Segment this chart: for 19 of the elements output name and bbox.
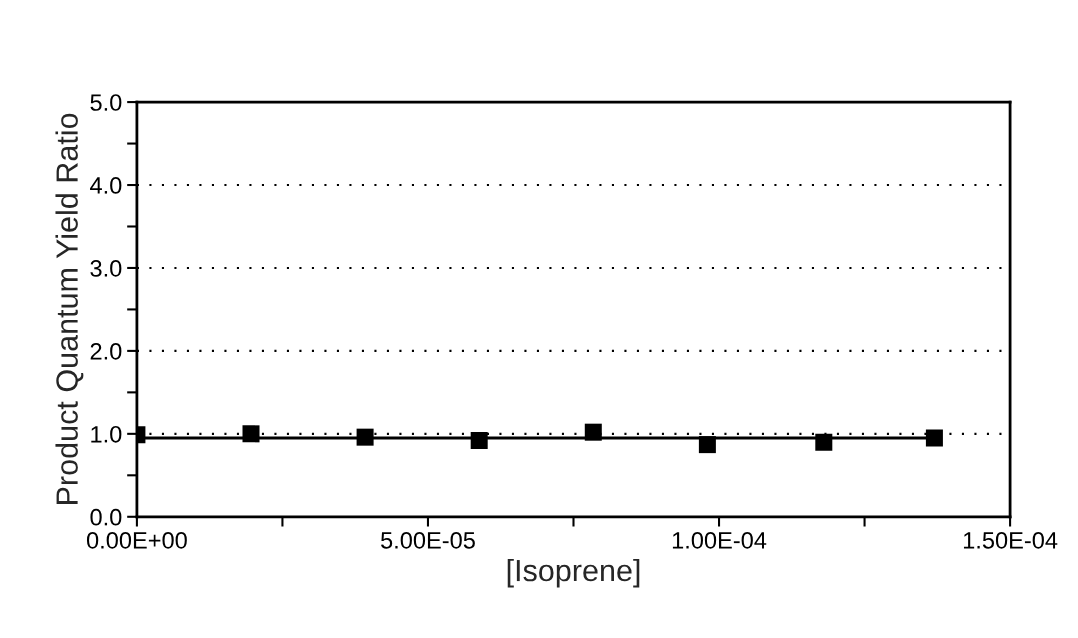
- point: [470, 431, 488, 449]
- point: [356, 428, 374, 446]
- x-tick-label: 1.00E-04: [672, 531, 767, 549]
- point: [242, 425, 260, 443]
- point: [584, 423, 602, 441]
- y-tick-label: 4.0: [90, 177, 122, 194]
- point: [698, 436, 716, 454]
- y-axis-title: Product Quantum Yield Ratio: [55, 113, 84, 504]
- point: [815, 433, 833, 451]
- y-tick-label: 3.0: [90, 260, 122, 277]
- y-tick-label: 1.0: [91, 425, 122, 443]
- y-tick-label: 5.0: [90, 94, 122, 111]
- x-axis-title: [Isoprene]: [507, 558, 640, 588]
- x-tick-label: 1.50E-04: [963, 531, 1058, 549]
- y-tick-label: 2.0: [90, 342, 122, 360]
- x-tick-label: 0.00E+00: [86, 531, 187, 549]
- point: [925, 429, 943, 447]
- x-tick-label: 5.00E-05: [381, 531, 475, 549]
- y-tick-label: 0.0: [90, 508, 122, 526]
